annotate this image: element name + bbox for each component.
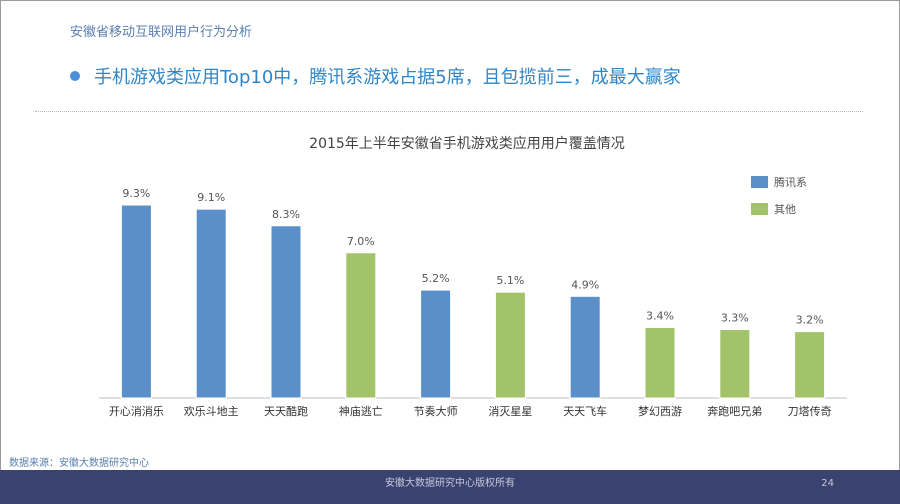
bar [270,225,302,399]
bar [120,204,152,399]
x-tick-label: 消灭星星 [488,404,532,418]
dotted-divider [35,111,863,112]
section-title: 安徽省移动互联网用户行为分析 [70,25,253,40]
x-tick-label: 奔跑吧兄弟 [707,404,762,418]
data-label: 9.1% [197,191,225,204]
data-label: 9.3% [122,187,150,200]
footer-bar: 安徽大数据研究中心版权所有 24 [0,470,900,504]
data-label: 4.9% [571,278,599,291]
bar [494,291,526,399]
legend-label: 腾讯系 [774,175,807,189]
data-label: 5.2% [422,272,450,285]
x-tick-label: 刀塔传奇 [788,405,832,418]
x-tick-label: 节奏大师 [414,404,458,418]
legend-swatch [751,203,768,215]
bar [345,252,377,399]
data-label: 8.3% [272,208,300,221]
data-label: 3.4% [646,309,674,322]
bar [794,331,826,399]
footer-copyright: 安徽大数据研究中心版权所有 [385,478,515,489]
bar [644,326,676,399]
chart-title: 2015年上半年安徽省手机游戏类应用用户覆盖情况 [309,136,625,152]
bar-chart: 9.3% 开心消消乐 9.1% 欢乐斗地主 8.3% 天天酷跑 7.0% 神庙逃亡 5.2% 节奏… [99,175,847,418]
headline: 手机游戏类应用Top10中，腾讯系游戏占据5席，且包揽前三，成最大赢家 [94,67,681,88]
bar [420,289,452,399]
data-label: 7.0% [347,235,375,248]
x-tick-label: 开心消消乐 [109,404,164,418]
legend-label: 其他 [774,203,796,216]
x-tick-label: 神庙逃亡 [339,404,383,418]
x-tick-label: 梦幻西游 [638,405,682,418]
headline-row: 手机游戏类应用Top10中，腾讯系游戏占据5席，且包揽前三，成最大赢家 [70,62,681,90]
legend-swatch [751,176,768,188]
bar [569,295,601,399]
data-label: 3.2% [796,314,824,327]
x-tick-label: 天天酷跑 [264,404,308,418]
data-source: 数据来源：安徽大数据研究中心 [9,458,149,469]
data-label: 5.1% [496,274,524,287]
bar [719,329,751,399]
data-label: 3.3% [721,312,749,325]
bullet-dot-icon [70,71,80,81]
x-tick-label: 天天飞车 [563,404,607,418]
bar [195,208,227,399]
page-number: 24 [821,478,834,489]
x-tick-label: 欢乐斗地主 [184,404,239,418]
